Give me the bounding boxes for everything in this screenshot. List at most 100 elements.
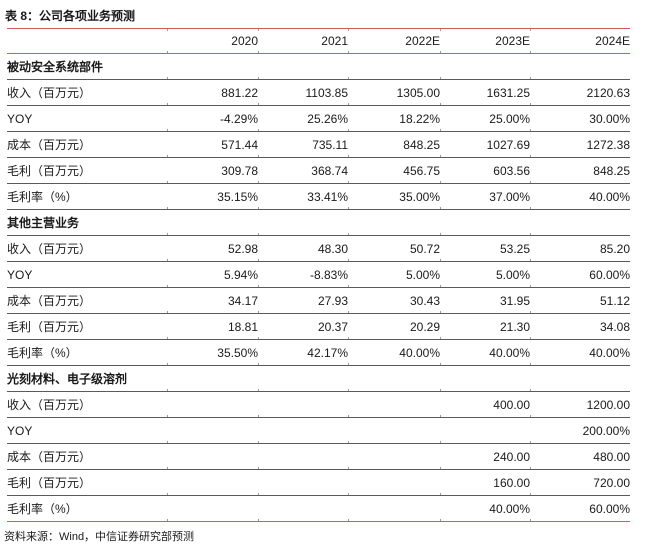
table-row: YOY 200.00% <box>7 417 630 444</box>
table-cell: 20.37 <box>258 313 348 340</box>
table-row: YOY -4.29% 25.26% 18.22% 25.00% 30.00% <box>7 105 630 132</box>
table-cell: 1272.38 <box>530 131 630 158</box>
table-cell <box>167 443 258 470</box>
table-cell <box>348 391 440 418</box>
table-cell <box>258 443 348 470</box>
table-cell <box>258 391 348 418</box>
section-title: 被动安全系统部件 <box>7 53 167 80</box>
table-cell <box>348 469 440 496</box>
table-cell: 34.17 <box>167 287 258 314</box>
table-cell <box>258 417 348 444</box>
column-header-2022e: 2022E <box>348 28 440 54</box>
table-cell <box>440 417 530 444</box>
table-cell: 603.56 <box>440 157 530 184</box>
table-cell <box>258 469 348 496</box>
section-title: 其他主营业务 <box>7 209 167 236</box>
table-cell: 42.17% <box>258 339 348 366</box>
table-cell: 30.43 <box>348 287 440 314</box>
table-cell: 35.50% <box>167 339 258 366</box>
row-label: 成本（百万元） <box>7 131 167 158</box>
table-cell <box>348 53 440 80</box>
column-header-2021: 2021 <box>258 28 348 54</box>
table-cell <box>258 495 348 522</box>
row-label: 毛利（百万元） <box>7 157 167 184</box>
table-cell <box>167 469 258 496</box>
row-label: 成本（百万元） <box>7 287 167 314</box>
table-cell: 35.00% <box>348 183 440 210</box>
table-cell: 25.00% <box>440 105 530 132</box>
table-cell: 60.00% <box>530 495 630 522</box>
table-row: 收入（百万元） 52.98 48.30 50.72 53.25 85.20 <box>7 235 630 262</box>
table-row: 成本（百万元） 240.00 480.00 <box>7 443 630 470</box>
table-cell: 50.72 <box>348 235 440 262</box>
table-header: 2020 2021 2022E 2023E 2024E <box>7 28 630 54</box>
table-cell: 31.95 <box>440 287 530 314</box>
table-cell: 48.30 <box>258 235 348 262</box>
table-cell: 5.94% <box>167 261 258 288</box>
table-cell: 85.20 <box>530 235 630 262</box>
table-cell: 571.44 <box>167 131 258 158</box>
table-row: 毛利率（%） 40.00% 60.00% <box>7 495 630 522</box>
table-cell: 2120.63 <box>530 79 630 106</box>
table-row: 毛利（百万元） 18.81 20.37 20.29 21.30 34.08 <box>7 313 630 340</box>
table-row: 毛利率（%） 35.15% 33.41% 35.00% 37.00% 40.00% <box>7 183 630 210</box>
table-row: 收入（百万元） 881.22 1103.85 1305.00 1631.25 2120.6… <box>7 79 630 106</box>
table-cell: 848.25 <box>530 157 630 184</box>
table-cell <box>440 365 530 392</box>
table-cell: -4.29% <box>167 105 258 132</box>
table-cell: 1103.85 <box>258 79 348 106</box>
row-label: 收入（百万元） <box>7 79 167 106</box>
table-cell <box>167 391 258 418</box>
table-cell: 18.22% <box>348 105 440 132</box>
table-cell: 40.00% <box>530 183 630 210</box>
row-label: 成本（百万元） <box>7 443 167 470</box>
source-note: 资料来源：Wind，中信证券研究部预测 <box>4 531 195 543</box>
table-row: 收入（百万元） 400.00 1200.00 <box>7 391 630 418</box>
table-cell: 5.00% <box>440 261 530 288</box>
table-cell <box>530 365 630 392</box>
table-cell <box>258 53 348 80</box>
table-cell: -8.83% <box>258 261 348 288</box>
row-label: YOY <box>7 261 167 288</box>
table-cell: 18.81 <box>167 313 258 340</box>
header-corner-cell <box>7 28 167 54</box>
column-header-2020: 2020 <box>167 28 258 54</box>
table-row: 毛利（百万元） 160.00 720.00 <box>7 469 630 496</box>
table-cell <box>440 209 530 236</box>
column-header-2023e: 2023E <box>440 28 530 54</box>
table-cell: 51.12 <box>530 287 630 314</box>
table-cell <box>167 417 258 444</box>
table-cell: 1027.69 <box>440 131 530 158</box>
table-cell: 160.00 <box>440 469 530 496</box>
table-body: 被动安全系统部件 收入（百万元） 881.22 1103.85 1305.00 1631.… <box>7 53 630 522</box>
row-label: YOY <box>7 417 167 444</box>
row-label: 收入（百万元） <box>7 391 167 418</box>
table-row: 成本（百万元） 571.44 735.11 848.25 1027.69 1272.38 <box>7 131 630 158</box>
table-row: 成本（百万元） 34.17 27.93 30.43 31.95 51.12 <box>7 287 630 314</box>
table-cell <box>167 53 258 80</box>
table-cell <box>530 209 630 236</box>
table-cell <box>348 365 440 392</box>
row-label: 毛利率（%） <box>7 339 167 366</box>
table-cell <box>530 53 630 80</box>
table-cell <box>348 209 440 236</box>
section-title: 光刻材料、电子级溶剂 <box>7 365 167 392</box>
table-cell: 200.00% <box>530 417 630 444</box>
table-cell <box>258 365 348 392</box>
section-row: 光刻材料、电子级溶剂 <box>7 365 630 392</box>
forecast-table: 2020 2021 2022E 2023E 2024E 被动安全系统部件 收入（百万元） 8… <box>7 28 630 522</box>
table-cell: 1305.00 <box>348 79 440 106</box>
table-cell <box>348 417 440 444</box>
table-row: 毛利（百万元） 309.78 368.74 456.75 603.56 848.25 <box>7 157 630 184</box>
table-cell: 34.08 <box>530 313 630 340</box>
table-cell: 735.11 <box>258 131 348 158</box>
table-cell <box>348 443 440 470</box>
column-header-2024e: 2024E <box>530 28 630 54</box>
table-row: YOY 5.94% -8.83% 5.00% 5.00% 60.00% <box>7 261 630 288</box>
table-cell <box>167 495 258 522</box>
table-cell: 52.98 <box>167 235 258 262</box>
row-label: 毛利（百万元） <box>7 313 167 340</box>
table-cell: 720.00 <box>530 469 630 496</box>
table-cell: 60.00% <box>530 261 630 288</box>
table-cell: 240.00 <box>440 443 530 470</box>
